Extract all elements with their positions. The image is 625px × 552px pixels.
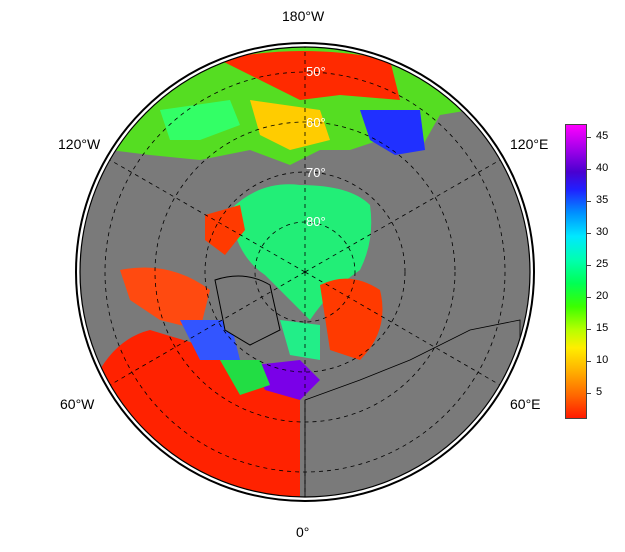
lon-label-120e: 120°E [510,136,549,152]
labrador-orange [120,267,210,330]
colorbar-tick-mark [587,200,591,202]
colorbar-tick-mark [587,393,591,395]
norwegian-sea-purple [255,360,320,400]
colorbar-tick-label: 45 [596,129,609,142]
lon-label-120w: 120°W [58,136,101,152]
colorbar-tick-mark [587,136,591,138]
lon-label-0: 0° [296,524,310,540]
lat-label-70: 70° [306,165,326,180]
colorbar-tick-mark [587,233,591,235]
pacific-yellow [250,100,330,150]
colorbar-tick-label: 20 [596,290,609,303]
colorbar-tick-label: 15 [596,322,609,335]
greenland-land [214,275,281,346]
lat-label-60: 60° [306,115,326,130]
colorbar-tick-label: 35 [596,193,609,206]
colorbar-tick-label: 5 [596,386,603,399]
colorbar-tick-mark [587,297,591,299]
colorbar-tick-label: 25 [596,258,609,271]
okhotsk-blue [360,110,425,155]
lon-label-180w: 180°W [282,8,325,24]
lon-label-60e: 60°E [510,396,541,412]
bering-red [220,51,400,100]
laptev-red [320,278,383,360]
colorbar-tick-label: 30 [596,226,609,239]
colorbar-tick-label: 10 [596,354,609,367]
lon-label-60w: 60°W [60,396,95,412]
colorbar-tick-mark [587,168,591,170]
lat-label-50: 50° [306,64,326,79]
alaska-cyan [160,100,240,140]
colorbar-tick-mark [587,329,591,331]
lat-label-80: 80° [306,214,326,229]
graticule [104,47,506,497]
colorbar [565,124,587,419]
colorbar-tick-mark [587,361,591,363]
colorbar-tick-label: 40 [596,161,609,174]
colorbar-tick-mark [587,265,591,267]
beaufort-red [205,205,245,255]
atlantic-green [220,360,270,395]
barents-cyan [280,320,320,360]
map-outer-ring [75,42,535,502]
